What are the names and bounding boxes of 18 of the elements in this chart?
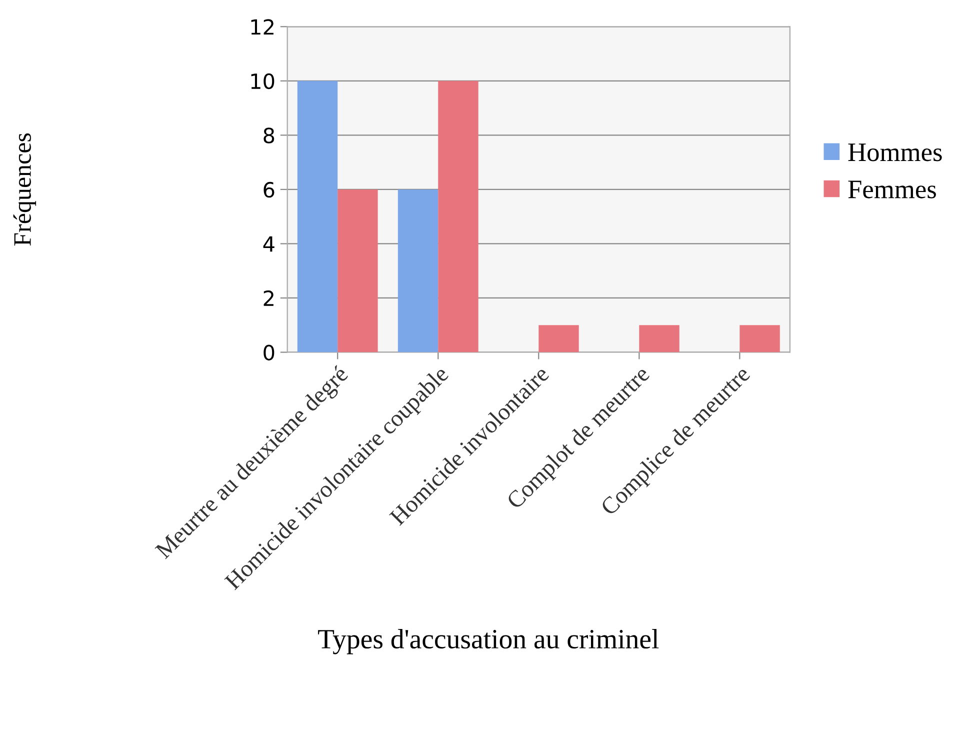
y-axis-title: Fréquences [13,133,36,246]
y-tick-label: 0 [264,344,274,360]
y-tick-label: 12 [251,19,274,35]
legend-label: Hommes [848,144,942,162]
bar [297,80,338,352]
y-tick-label: 6 [264,182,274,198]
y-tick-label: 8 [264,128,274,144]
y-tick-label: 2 [264,290,274,306]
y-tick-label: 4 [263,236,274,252]
bar [398,189,438,352]
legend-label: Femmes [848,180,936,198]
bar [338,189,378,352]
bar [538,325,579,352]
y-tick-label: 10 [251,73,274,90]
bar [740,325,780,352]
bar [639,325,680,352]
bar [438,80,478,352]
x-axis-title: Types d'accusation au criminel [318,629,659,654]
